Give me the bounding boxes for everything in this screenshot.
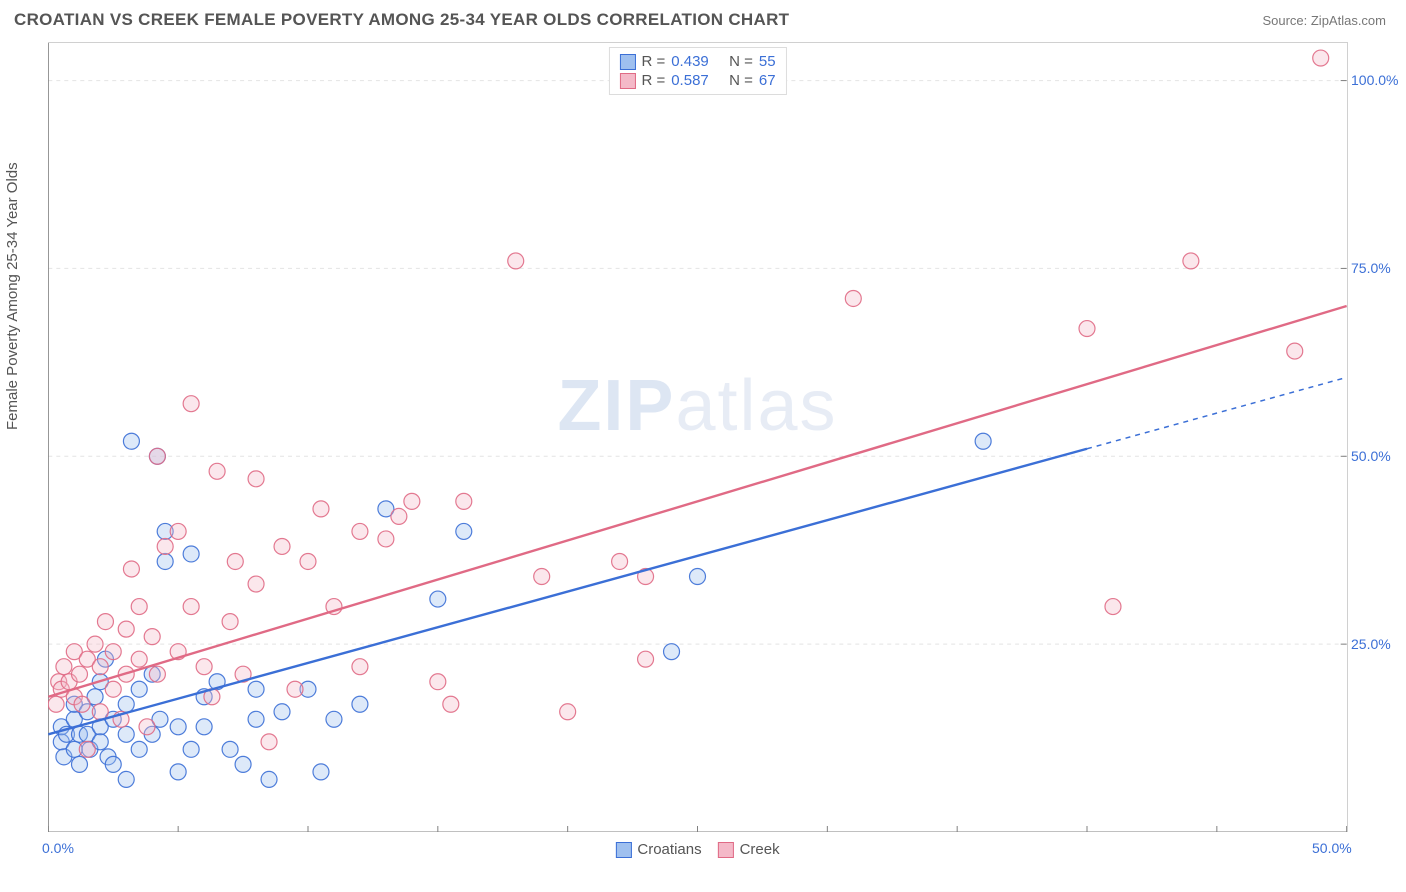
source-attribution: Source: ZipAtlas.com (1262, 13, 1386, 28)
chart-plot-area: ZIPatlas R = 0.439 N = 55R = 0.587 N = 6… (48, 42, 1348, 832)
ytick-label: 75.0% (1351, 260, 1405, 276)
ytick-label: 50.0% (1351, 448, 1405, 464)
series-legend-item: Croatians (615, 841, 701, 858)
ytick-label: 100.0% (1351, 72, 1405, 88)
series-legend-item: Creek (718, 841, 780, 858)
legend-swatch (619, 54, 635, 70)
correlation-stats-legend: R = 0.439 N = 55R = 0.587 N = 67 (608, 47, 786, 95)
chart-title: CROATIAN VS CREEK FEMALE POVERTY AMONG 2… (14, 10, 789, 30)
legend-swatch (718, 842, 734, 858)
scatter-chart-svg (48, 43, 1347, 832)
series-legend: Croatians Creek (615, 841, 779, 858)
ylabel: Female Poverty Among 25-34 Year Olds (4, 162, 21, 430)
ytick-label: 25.0% (1351, 636, 1405, 652)
xtick-label: 0.0% (42, 840, 74, 856)
stat-legend-row: R = 0.587 N = 67 (619, 71, 775, 90)
legend-swatch (619, 73, 635, 89)
legend-swatch (615, 842, 631, 858)
stat-legend-row: R = 0.439 N = 55 (619, 52, 775, 71)
xtick-label: 50.0% (1312, 840, 1352, 856)
